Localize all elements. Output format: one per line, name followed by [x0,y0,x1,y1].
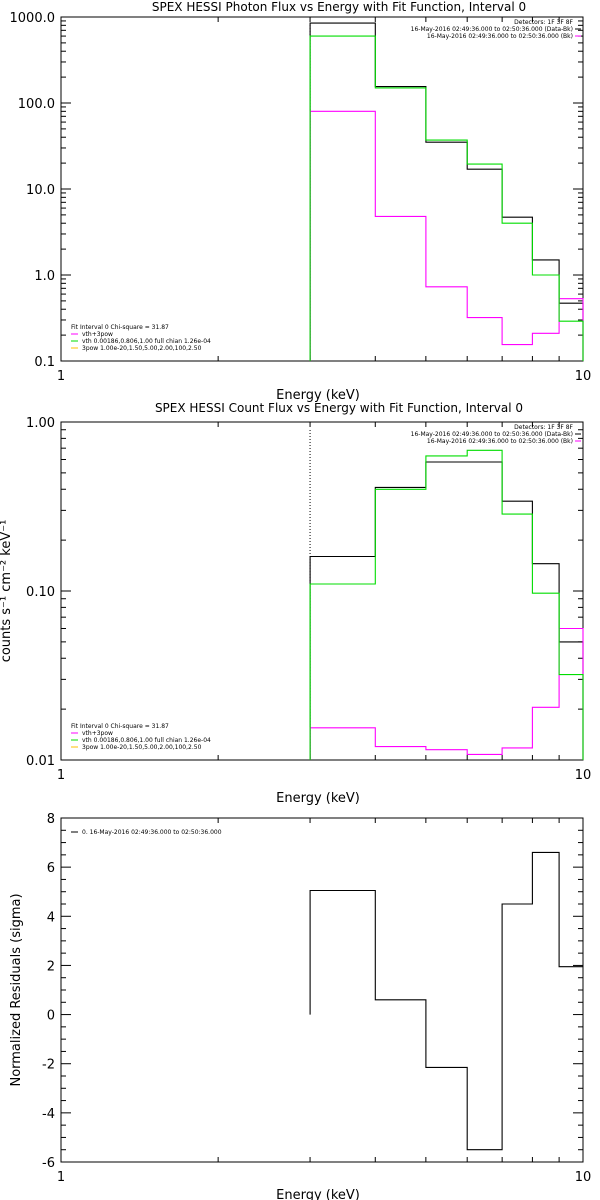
y-tick-label: 6 [47,861,55,876]
x-tick-label: 1 [57,369,65,384]
fit-legend-text: Fit Interval 0 Chi-square = 31.87 [71,324,169,331]
y-tick-label: 0 [47,1009,55,1024]
fit-legend-text: Fit Interval 0 Chi-square = 31.87 [71,723,169,730]
y-tick-label: 0.10 [26,585,55,600]
residuals-x-axis-label: Energy (keV) [276,1188,360,1200]
y-tick-label: 8 [47,812,55,827]
photon-marks: 1 10 0.1 1.0 10.0 100.0 1000.0 Detectors: 1F 3F… [10,11,592,384]
fit-legend-text: 3pow 1.00e-20,1.50,5.00,2.00,100,2.50 [82,345,202,352]
y-tick-label: -4 [42,1107,55,1122]
series-line-2 [309,35,584,361]
fit-legend-text: 0. 16-May-2016 02:49:36.000 to 02:50:36.… [82,829,222,836]
top-legend-text: 16-May-2016 02:49:36.000 to 02:50:36.000… [411,431,573,438]
top-legend-text: 16-May-2016 02:49:36.000 to 02:50:36.000… [411,26,573,33]
fit-legend-text: vth 0.00186,0.806,1.00 full chian 1.26e-… [82,737,211,744]
residuals-panel: Energy (keV) Normalized Residuals (sigma… [9,812,591,1200]
y-tick-label: 1.00 [26,416,55,431]
top-legend-text: Detectors: 1F 3F 8F [514,19,573,26]
top-legend-text: 16-May-2016 02:49:36.000 to 02:50:36.000… [427,438,573,445]
count-x-axis-label: Energy (keV) [276,791,360,806]
series-line-2 [309,449,584,760]
y-tick-label: 100.0 [18,97,55,112]
x-tick-label: 10 [575,1170,592,1185]
photon-plot-title: SPEX HESSI Photon Flux vs Energy with Fi… [152,0,526,14]
y-tick-label: 1.0 [34,269,55,284]
y-tick-label: -6 [42,1156,55,1171]
y-tick-label: 10.0 [26,183,55,198]
top-legend-text: 16-May-2016 02:49:36.000 to 02:50:36.000… [427,33,573,40]
fit-legend-text: vth+3pow [82,730,113,737]
top-legend-text: Detectors: 1F 3F 8F [514,424,573,431]
x-tick-label: 1 [57,1170,65,1185]
photon-x-axis-label: Energy (keV) [276,388,360,403]
x-tick-label: 1 [57,768,65,783]
residuals-y-axis-label: Normalized Residuals (sigma) [9,893,24,1086]
count-marks: 1 100.010.101.00 Detectors: 1F 3F 8F16-May… [26,416,591,783]
x-tick-label: 10 [575,369,592,384]
y-tick-label: 4 [47,910,55,925]
y-tick-label: 0.1 [34,355,55,370]
fit-legend-text: vth 0.00186,0.806,1.00 full chian 1.26e-… [82,338,211,345]
y-tick-label: 0.01 [26,754,55,769]
x-tick-label: 10 [575,768,592,783]
count-flux-panel: SPEX HESSI Count Flux vs Energy with Fit… [0,401,591,806]
photon-flux-panel: SPEX HESSI Photon Flux vs Energy with Fi… [10,0,592,403]
fit-legend-text: 3pow 1.00e-20,1.50,5.00,2.00,100,2.50 [82,744,202,751]
y-tick-label: -2 [42,1058,55,1073]
count-plot-title: SPEX HESSI Count Flux vs Energy with Fit… [155,401,523,415]
count-y-axis-label: counts s⁻¹ cm⁻² keV⁻¹ [0,520,14,663]
y-tick-label: 1000.0 [10,11,56,26]
residuals-marks: 1 10 -6 -4 -2 0 2 4 6 8 0. 16-May-2016 02:49:36.00… [42,812,591,1185]
y-tick-label: 2 [47,959,55,974]
fit-legend-text: vth+3pow [82,331,113,338]
series-line-0 [309,851,583,1151]
